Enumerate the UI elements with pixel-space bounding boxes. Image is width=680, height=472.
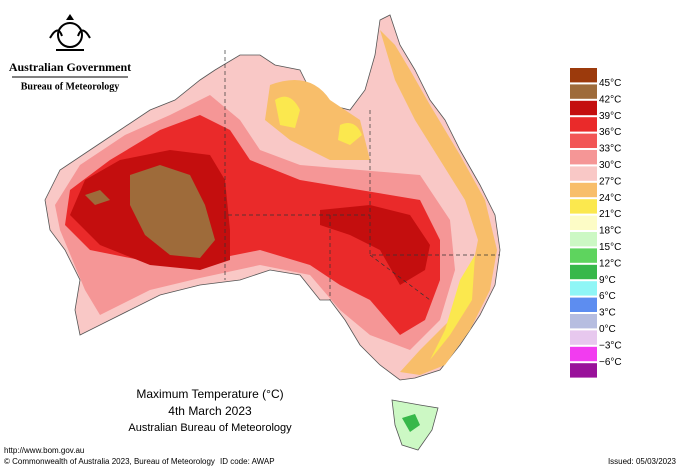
legend-swatch [570, 330, 597, 345]
state-border [224, 50, 500, 301]
legend-swatch [570, 281, 597, 296]
legend-label: 21°C [599, 209, 621, 220]
map [44, 14, 501, 451]
legend-swatch [570, 150, 597, 165]
legend-label: 6°C [599, 291, 616, 302]
gov-name: Australian Government [9, 60, 131, 74]
legend-swatch [570, 297, 597, 312]
legend-swatch [570, 100, 597, 116]
footer-issued: Issued: 05/03/2023 [608, 457, 677, 466]
legend-swatch [570, 248, 597, 263]
legend-label: 39°C [599, 111, 621, 122]
legend-swatch [570, 314, 597, 329]
legend-swatch [570, 264, 597, 280]
zone-42 [85, 165, 215, 258]
legend-swatch [570, 117, 597, 132]
footer-copyright: © Commonwealth of Australia 2023, Bureau… [4, 457, 215, 466]
legend-label: 3°C [599, 308, 616, 319]
legend-label: 42°C [599, 94, 621, 105]
legend-swatch [570, 166, 597, 181]
footer-id: ID code: AWAP [220, 457, 275, 466]
legend-label: 18°C [599, 226, 621, 237]
agency-name: Bureau of Meteorology [21, 81, 120, 92]
map-date: 4th March 2023 [168, 404, 252, 418]
legend-swatch [570, 346, 597, 362]
map-title: Maximum Temperature (°C) [136, 387, 283, 401]
legend-label: −3°C [599, 340, 622, 351]
legend: 45°C 42°C 39°C 36°C 33°C 30°C 27°C 24°C 21°C 18°C… [570, 68, 622, 378]
legend-label: 27°C [599, 176, 621, 187]
legend-swatch [570, 182, 597, 198]
legend-swatch [570, 199, 597, 214]
legend-label: 12°C [599, 258, 621, 269]
legend-label: 36°C [599, 127, 621, 138]
zone-15 [402, 414, 420, 432]
legend-label: −6°C [599, 357, 622, 368]
legend-label: 33°C [599, 144, 621, 155]
legend-label: 9°C [599, 275, 616, 286]
map-source: Australian Bureau of Meteorology [128, 422, 292, 434]
legend-label: 15°C [599, 242, 621, 253]
legend-swatch [570, 133, 597, 148]
legend-swatch [570, 215, 597, 230]
zone-27 [275, 96, 475, 361]
crest [49, 14, 91, 51]
legend-label: 45°C [599, 78, 621, 89]
footer-url: http://www.bom.gov.au [4, 446, 84, 455]
legend-swatch [570, 84, 597, 99]
legend-swatch [570, 68, 597, 83]
legend-label: 24°C [599, 193, 621, 204]
legend-swatch [570, 363, 597, 378]
legend-swatch [570, 232, 597, 247]
legend-label: 30°C [599, 160, 621, 171]
legend-label: 0°C [599, 324, 616, 335]
